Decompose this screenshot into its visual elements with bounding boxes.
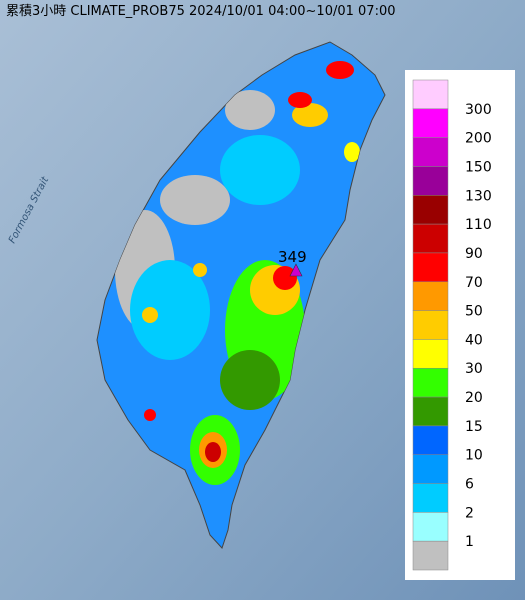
legend-swatch (412, 281, 449, 311)
legend-swatch (412, 396, 449, 427)
max-marker (289, 263, 303, 277)
legend-swatch (412, 540, 449, 571)
legend-label: 300 (465, 102, 492, 118)
legend-label: 20 (465, 390, 483, 406)
legend-swatch (412, 108, 449, 138)
legend-swatch (412, 252, 449, 283)
legend-swatch (412, 483, 449, 513)
legend-label: 30 (465, 361, 483, 377)
legend-swatch (412, 223, 449, 254)
legend-swatch (412, 454, 449, 484)
legend-swatch (412, 310, 449, 340)
legend-label: 15 (465, 419, 483, 435)
legend-label: 2 (465, 505, 474, 521)
legend-swatch (412, 339, 449, 369)
island (96, 41, 386, 549)
legend-swatch (412, 79, 449, 110)
legend-label: 40 (465, 332, 483, 348)
legend-label: 70 (465, 275, 483, 291)
legend-swatch (412, 195, 449, 225)
legend-label: 90 (465, 246, 483, 262)
legend-label: 1 (465, 534, 474, 550)
legend-label: 10 (465, 448, 483, 464)
legend-swatch (412, 512, 449, 542)
legend-label: 50 (465, 304, 483, 320)
legend-label: 110 (465, 217, 492, 233)
legend-swatch (412, 367, 449, 398)
map-title: 累積3小時 CLIMATE_PROB75 2024/10/01 04:00~10… (6, 4, 396, 19)
legend-swatch (412, 425, 449, 455)
legend-label: 6 (465, 477, 474, 493)
max-label: 349 (278, 248, 307, 266)
legend-label: 150 (465, 159, 492, 175)
legend-label: 130 (465, 188, 492, 204)
legend-swatch (412, 166, 449, 196)
legend-swatch (412, 137, 449, 167)
legend: 300 200 150 130 110 90 70 50 40 30 20 15 10 6 2 1 (405, 70, 515, 580)
legend-label: 200 (465, 131, 492, 147)
